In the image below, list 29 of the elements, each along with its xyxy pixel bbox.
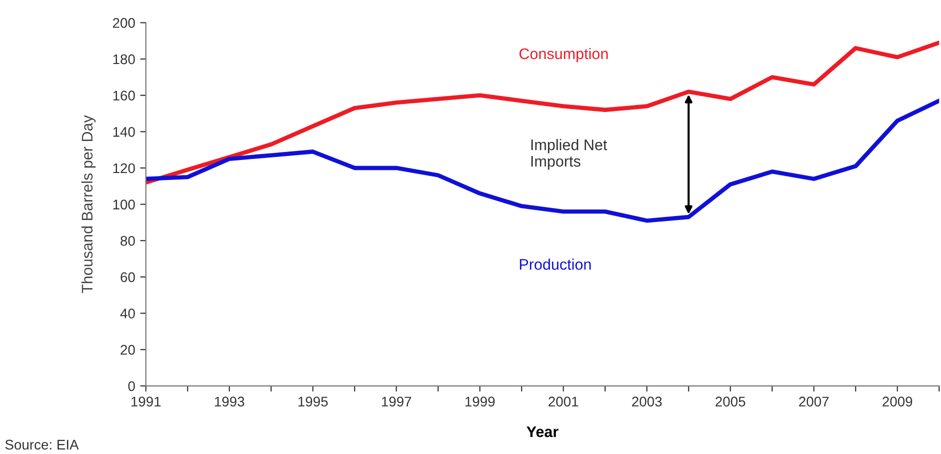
annotation: Implied Net Imports [531, 139, 608, 170]
x-tick-label: 2007 [799, 396, 829, 407]
y-tick-label: 40 [120, 308, 135, 318]
x-tick-label: 2003 [632, 396, 662, 407]
line-series [146, 40, 940, 185]
text: Consumption [519, 48, 608, 62]
y-tick-label: 180 [113, 54, 135, 64]
x-tick-label: 1993 [214, 396, 244, 407]
x-tick-label: 2001 [548, 396, 578, 407]
y-tick-label: 100 [113, 200, 135, 210]
x-tick-label: 2009 [882, 396, 912, 407]
line-series [146, 98, 940, 223]
y-tick-label: 20 [120, 344, 135, 355]
y-tick-label: 60 [120, 272, 135, 282]
y-tick-label: 200 [112, 18, 135, 28]
x-axis-title: Year [526, 426, 558, 438]
text: Production [520, 258, 591, 270]
y-tick-label: 140 [113, 126, 135, 137]
y-tick-label: 0 [128, 381, 135, 392]
y-tick-label: 120 [113, 163, 135, 174]
y-tick-label: 80 [120, 236, 135, 246]
x-tick-label: 2005 [716, 396, 746, 407]
y-tick-label: 160 [113, 90, 135, 101]
y-axis-title: Thousand Barrels per Day [81, 115, 96, 294]
x-tick-label: 1995 [298, 396, 328, 407]
source-note: Source: EIA [5, 440, 79, 450]
x-tick-label: 1997 [382, 396, 412, 407]
x-tick-label: 1999 [465, 396, 495, 407]
x-tick-label: 1991 [131, 396, 161, 407]
